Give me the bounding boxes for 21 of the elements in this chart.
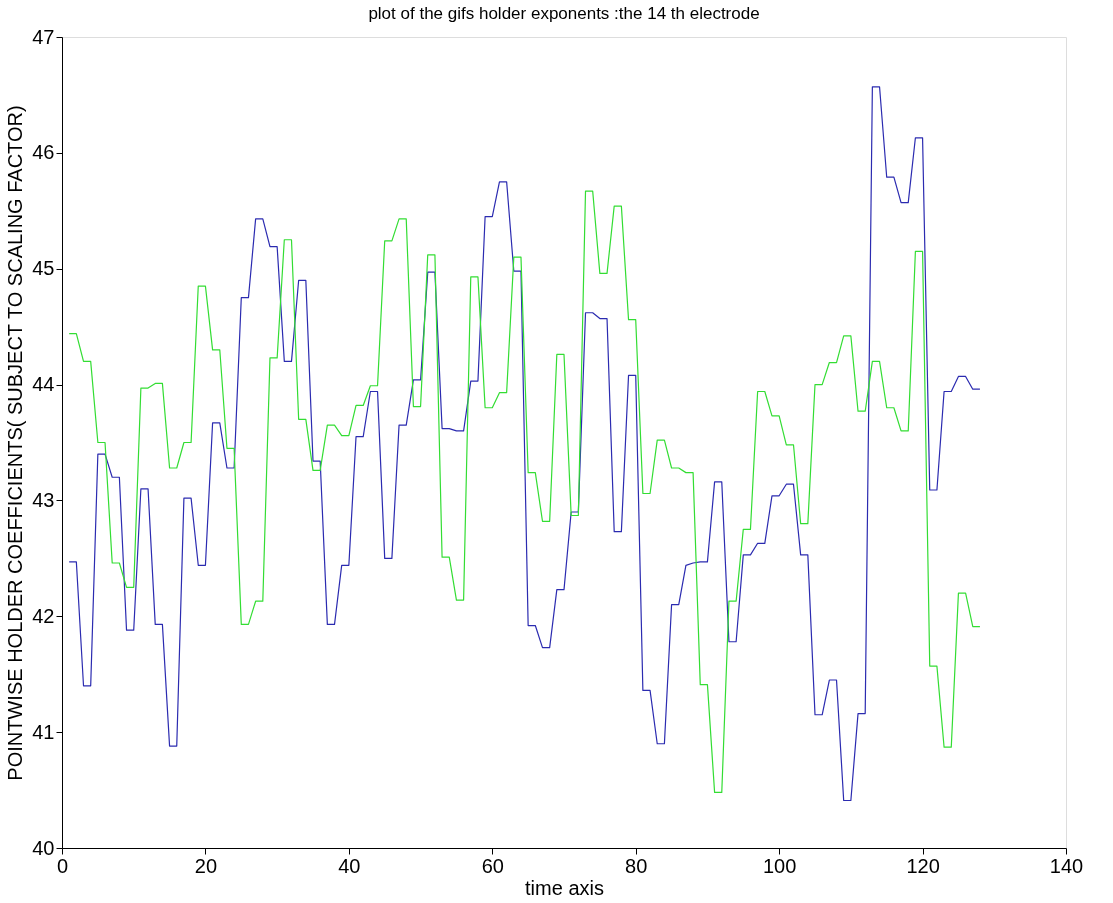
chart-title: plot of the gifs holder exponents :the 14 th electrode (368, 4, 760, 23)
y-tick-label: 46 (32, 141, 55, 164)
line-series (68, 86, 981, 802)
x-tick-label: 20 (194, 854, 218, 877)
x-tick-label: 100 (762, 854, 797, 877)
x-tick-label: 120 (906, 854, 940, 877)
y-tick-label: 42 (32, 604, 55, 627)
y-tick-label: 44 (32, 373, 55, 396)
y-tick-label: 47 (32, 25, 55, 48)
line-series (68, 190, 981, 793)
x-tick-label: 80 (625, 854, 648, 877)
y-tick-label: 40 (32, 836, 55, 859)
x-tick-label: 60 (481, 854, 504, 877)
y-tick-label: 41 (32, 720, 55, 743)
x-axis-title: time axis (525, 876, 604, 899)
y-axis-title: POINTWISE HOLDER COEFFICIENTS( SUBJECT TO SCALING FACTOR) (4, 105, 27, 781)
x-tick-label: 40 (338, 854, 361, 877)
x-tick-label: 0 (56, 854, 69, 877)
y-tick-label: 45 (32, 257, 55, 280)
y-tick-label: 43 (32, 488, 55, 511)
x-tick-label: 140 (1049, 854, 1084, 877)
